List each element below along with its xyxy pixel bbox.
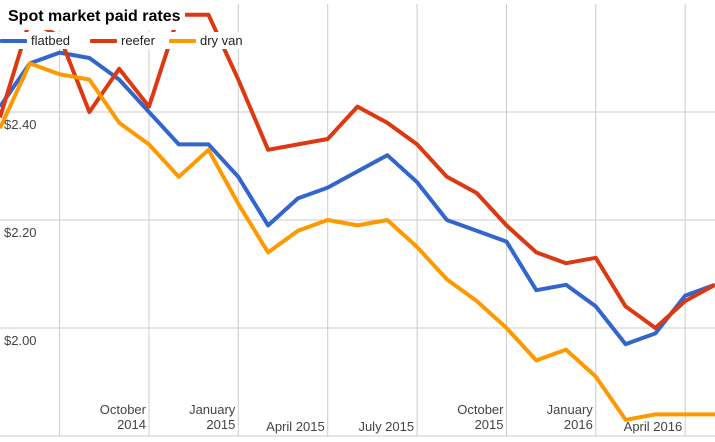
y-axis-label: $2.00 (4, 333, 37, 348)
series-line-flatbed[interactable] (0, 50, 715, 347)
series-line-dry-van[interactable] (0, 61, 715, 422)
legend-item-flatbed[interactable]: flatbed (0, 32, 70, 49)
legend-label: dry van (200, 33, 243, 48)
x-axis-label: April 2016 (623, 419, 683, 434)
x-axis-label: October 2015 (457, 402, 504, 432)
chart-title: Spot market paid rates (0, 4, 185, 30)
legend-swatch-icon (0, 38, 27, 43)
legend: flatbed reefer dry van (0, 32, 252, 49)
legend-item-dry-van[interactable]: dry van (169, 32, 243, 49)
y-axis-label: $2.20 (4, 225, 37, 240)
legend-label: flatbed (31, 33, 71, 48)
x-axis-label: January 2015 (189, 402, 236, 432)
x-axis-label: July 2015 (358, 419, 415, 434)
legend-swatch-icon (169, 38, 196, 43)
series-line-reefer[interactable] (0, 12, 715, 330)
x-axis-label: January 2016 (546, 402, 593, 432)
legend-swatch-icon (90, 38, 117, 43)
legend-label: reefer (121, 33, 155, 48)
y-axis-label: $2.40 (4, 117, 37, 132)
x-axis-label: October 2014 (99, 402, 146, 432)
x-axis-label: April 2015 (266, 419, 325, 434)
legend-item-reefer[interactable]: reefer (90, 32, 155, 49)
